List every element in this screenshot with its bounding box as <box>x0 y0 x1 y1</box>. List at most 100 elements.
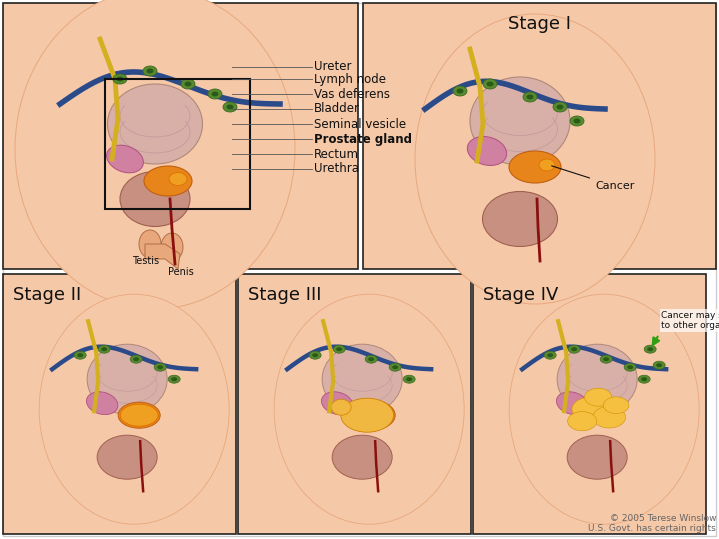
Ellipse shape <box>226 105 234 109</box>
Text: Seminal vesicle: Seminal vesicle <box>314 118 406 130</box>
Ellipse shape <box>415 14 655 304</box>
Ellipse shape <box>208 89 222 99</box>
Ellipse shape <box>656 363 662 367</box>
Ellipse shape <box>333 345 345 353</box>
Ellipse shape <box>368 357 374 361</box>
Ellipse shape <box>133 357 139 361</box>
Ellipse shape <box>624 363 636 371</box>
Ellipse shape <box>557 392 588 414</box>
Ellipse shape <box>487 81 493 86</box>
Ellipse shape <box>453 86 467 96</box>
Ellipse shape <box>185 81 191 86</box>
Text: Lymph node: Lymph node <box>314 73 386 86</box>
Ellipse shape <box>467 136 507 165</box>
Bar <box>363 3 716 269</box>
Ellipse shape <box>101 347 107 351</box>
Ellipse shape <box>644 345 656 353</box>
Ellipse shape <box>523 92 537 102</box>
Bar <box>3 3 358 269</box>
Ellipse shape <box>211 92 219 96</box>
Text: Stage IV: Stage IV <box>483 286 559 304</box>
Ellipse shape <box>392 365 398 369</box>
Ellipse shape <box>86 392 118 414</box>
Ellipse shape <box>482 191 557 246</box>
Ellipse shape <box>603 357 609 361</box>
Ellipse shape <box>77 353 83 357</box>
Ellipse shape <box>181 79 195 89</box>
Ellipse shape <box>309 351 321 359</box>
Ellipse shape <box>118 402 160 428</box>
Polygon shape <box>145 244 180 269</box>
Ellipse shape <box>568 345 580 353</box>
Ellipse shape <box>336 347 342 351</box>
Ellipse shape <box>603 397 629 413</box>
Ellipse shape <box>168 375 180 383</box>
Ellipse shape <box>321 392 353 414</box>
Ellipse shape <box>39 294 229 524</box>
Ellipse shape <box>332 435 392 479</box>
Ellipse shape <box>557 344 637 414</box>
Text: Cancer: Cancer <box>551 166 634 191</box>
Ellipse shape <box>113 74 127 84</box>
Text: Penis: Penis <box>168 267 193 277</box>
Ellipse shape <box>627 365 633 369</box>
Ellipse shape <box>539 159 555 171</box>
Bar <box>3 274 236 534</box>
Ellipse shape <box>223 102 237 112</box>
Ellipse shape <box>403 375 415 383</box>
Ellipse shape <box>547 353 553 357</box>
Ellipse shape <box>161 233 183 261</box>
Text: © 2005 Terese Winslow
U.S. Govt. has certain rights: © 2005 Terese Winslow U.S. Govt. has cer… <box>588 514 716 533</box>
Ellipse shape <box>406 377 412 381</box>
Ellipse shape <box>389 363 401 371</box>
Ellipse shape <box>600 355 612 363</box>
Ellipse shape <box>157 365 163 369</box>
Ellipse shape <box>570 116 584 126</box>
Ellipse shape <box>483 79 497 89</box>
Ellipse shape <box>585 388 612 406</box>
Ellipse shape <box>557 105 564 109</box>
Ellipse shape <box>653 361 665 369</box>
Ellipse shape <box>97 435 157 479</box>
Ellipse shape <box>154 363 166 371</box>
Ellipse shape <box>120 171 190 226</box>
Ellipse shape <box>171 377 177 381</box>
Ellipse shape <box>331 399 351 415</box>
Ellipse shape <box>274 294 464 524</box>
Ellipse shape <box>143 66 157 76</box>
Text: Ureter: Ureter <box>314 60 352 73</box>
Bar <box>105 79 250 209</box>
Ellipse shape <box>567 435 627 479</box>
Ellipse shape <box>116 77 124 81</box>
Ellipse shape <box>638 375 650 383</box>
Ellipse shape <box>647 347 653 351</box>
Text: Urethra: Urethra <box>314 162 359 176</box>
Ellipse shape <box>99 345 110 353</box>
Ellipse shape <box>341 398 393 432</box>
Ellipse shape <box>567 412 597 431</box>
Bar <box>473 274 706 534</box>
Text: Prostate gland: Prostate gland <box>314 133 412 146</box>
Ellipse shape <box>571 347 577 351</box>
Ellipse shape <box>87 344 167 414</box>
Ellipse shape <box>322 344 402 414</box>
Ellipse shape <box>509 151 561 183</box>
Ellipse shape <box>312 353 319 357</box>
Ellipse shape <box>108 84 203 164</box>
Ellipse shape <box>144 166 192 196</box>
Ellipse shape <box>120 404 158 426</box>
Ellipse shape <box>470 77 570 165</box>
Text: Stage III: Stage III <box>248 286 321 304</box>
Ellipse shape <box>509 294 699 524</box>
Ellipse shape <box>457 88 464 93</box>
Ellipse shape <box>169 172 187 185</box>
Ellipse shape <box>106 145 143 173</box>
Ellipse shape <box>74 351 86 359</box>
Ellipse shape <box>572 397 608 421</box>
Text: Bladder: Bladder <box>314 102 360 115</box>
Ellipse shape <box>15 0 295 309</box>
Ellipse shape <box>544 351 557 359</box>
Ellipse shape <box>365 355 377 363</box>
Text: Stage II: Stage II <box>13 286 81 304</box>
Text: Cancer may spread
to other organs: Cancer may spread to other organs <box>661 311 719 330</box>
